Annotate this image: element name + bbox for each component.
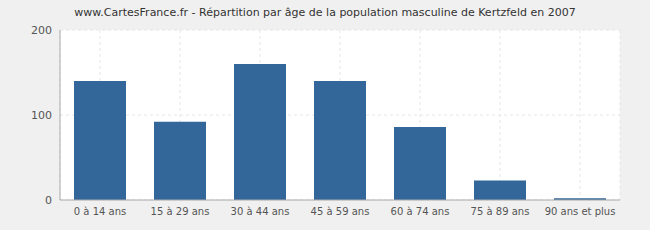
svg-text:15 à 29 ans: 15 à 29 ans [151, 206, 210, 217]
svg-text:75 à 89 ans: 75 à 89 ans [471, 206, 530, 217]
svg-text:200: 200 [31, 24, 52, 37]
html-text:www.CartesFrance.fr - Répartit: www.CartesFrance.fr - Répartition par âg… [74, 6, 576, 19]
svg-text:60 à 74 ans: 60 à 74 ans [391, 206, 450, 217]
svg-text:90 ans et plus: 90 ans et plus [545, 206, 616, 217]
svg-text:30 à 44 ans: 30 à 44 ans [231, 206, 290, 217]
svg-text:0 à 14 ans: 0 à 14 ans [74, 206, 126, 217]
svg-text:0: 0 [45, 194, 52, 207]
svg-text:45 à 59 ans: 45 à 59 ans [311, 206, 370, 217]
svg-text:100: 100 [31, 109, 52, 122]
